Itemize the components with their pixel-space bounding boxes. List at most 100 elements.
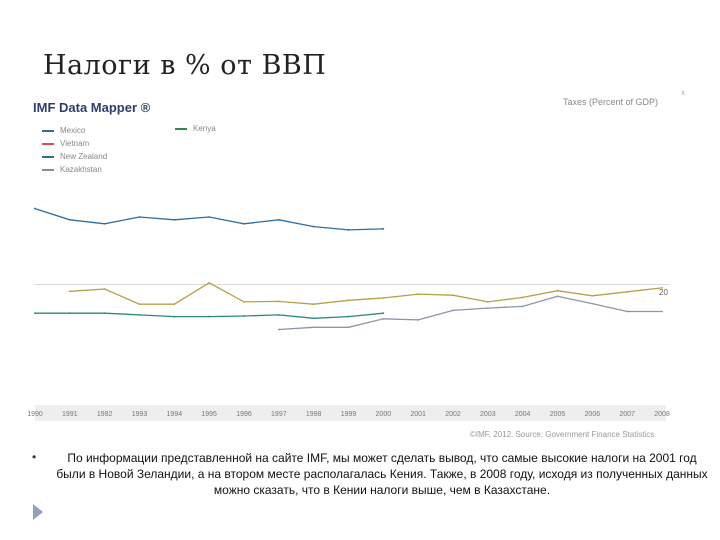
legend-label-new-zealand: New Zealand [60, 152, 108, 161]
top-tick-mark: x [681, 88, 685, 97]
data-point [486, 301, 489, 303]
x-tick-label: 2003 [480, 411, 496, 418]
line-chart: 1990 1991 1992 1993 1994 1995 1996 1997 1998 1999… [28, 207, 670, 421]
x-tick-label: 1990 [28, 411, 43, 418]
data-point [521, 296, 524, 299]
bullet-text: По информации представленной на сайте IM… [56, 451, 708, 497]
legend-label-vietnam: Vietnam [60, 139, 90, 148]
data-point [661, 286, 663, 289]
data-point [34, 207, 36, 210]
legend-item-new-zealand[interactable]: New Zealand [42, 150, 107, 163]
x-tick-label: 1995 [201, 411, 217, 418]
bullet-marker: • [32, 450, 37, 464]
legend-swatch-new-zealand [42, 155, 54, 158]
x-tick-label: 2005 [550, 411, 566, 418]
data-point [173, 315, 176, 318]
legend-item-vietnam[interactable]: Vietnam [42, 137, 107, 150]
x-tick-label: 2008 [654, 411, 670, 418]
data-point [243, 222, 245, 225]
chart-legend: Mexico Vietnam New Zealand Kazakhstan [42, 124, 107, 176]
data-point [138, 216, 141, 218]
legend-label-mexico: Mexico [60, 126, 86, 135]
data-point [277, 328, 280, 331]
data-point [521, 305, 524, 308]
data-point [138, 303, 141, 306]
data-point [208, 281, 211, 284]
imf-logo: IMF Data Mapper ® [33, 100, 151, 115]
data-point [173, 303, 176, 306]
data-point [68, 218, 71, 221]
data-point [382, 312, 385, 315]
data-point [347, 326, 350, 329]
x-tick-label: 2006 [585, 411, 601, 418]
legend-swatch-kazakhstan [42, 168, 54, 171]
x-tick-label: 1998 [306, 411, 322, 418]
data-point [208, 216, 211, 218]
data-point [277, 218, 280, 221]
legend-swatch-kenya [175, 127, 187, 130]
data-point [452, 294, 454, 297]
data-point [347, 299, 350, 302]
data-point [208, 315, 211, 318]
legend-label-kenya: Kenya [193, 124, 216, 133]
data-point [347, 229, 350, 231]
chart-title: Taxes (Percent of GDP) [563, 97, 659, 107]
y-marker-label: 20 [659, 288, 668, 297]
x-tick-label: 1992 [97, 411, 113, 418]
legend-item-kazakhstan[interactable]: Kazakhstan [42, 163, 107, 176]
data-point [68, 290, 71, 293]
data-point [243, 301, 245, 303]
legend-item-kenya[interactable]: Kenya [175, 124, 216, 133]
legend-label-kazakhstan: Kazakhstan [60, 165, 102, 174]
x-tick-label: 2002 [445, 411, 461, 418]
x-tick-label: 2001 [410, 411, 426, 418]
data-point [138, 313, 141, 316]
x-tick-label: 1999 [341, 411, 357, 418]
data-point [626, 310, 629, 313]
data-point [591, 294, 594, 297]
x-tick-label: 2007 [619, 411, 635, 418]
data-point [417, 293, 420, 295]
data-point [382, 317, 385, 320]
x-axis-band [35, 405, 666, 421]
data-point [173, 218, 176, 221]
x-tick-label: 2004 [515, 411, 531, 418]
data-point [103, 312, 106, 315]
data-point [243, 315, 245, 317]
source-note: ©IMF, 2012. Source: Government Finance S… [470, 430, 655, 439]
data-point [417, 319, 420, 321]
data-point [382, 297, 385, 299]
series-line-new-zealand [34, 207, 384, 231]
data-point [661, 310, 663, 313]
data-point [68, 312, 71, 315]
data-point [626, 290, 629, 293]
data-point [103, 222, 106, 225]
data-point [452, 309, 454, 312]
x-tick-label: 1993 [132, 411, 148, 418]
data-point [277, 313, 280, 316]
data-point [312, 225, 315, 228]
chart-area: 1990 1991 1992 1993 1994 1995 1996 1997 1998 1999… [28, 92, 678, 447]
data-point [34, 312, 36, 315]
data-point [486, 307, 489, 310]
series-line-kenya [69, 282, 663, 305]
data-point [277, 300, 280, 303]
data-point [312, 317, 315, 320]
x-tick-label: 1991 [62, 411, 78, 418]
slide-title: Налоги в % от ВВП [43, 50, 327, 81]
data-point [556, 289, 559, 292]
data-point [556, 295, 559, 298]
x-tick-label: 1996 [236, 411, 252, 418]
data-point [103, 288, 106, 290]
x-tick-label: 1994 [167, 411, 183, 418]
bullet-block: • По информации представленной на сайте … [32, 450, 712, 498]
legend-item-mexico[interactable]: Mexico [42, 124, 107, 137]
legend-swatch-vietnam [42, 142, 54, 145]
data-point [312, 303, 315, 306]
data-point [382, 227, 385, 230]
data-point [347, 315, 350, 318]
corner-arrow-icon [33, 504, 43, 520]
x-tick-label: 2000 [376, 411, 392, 418]
series-line-kazakhstan [278, 295, 662, 331]
data-point [591, 302, 594, 305]
